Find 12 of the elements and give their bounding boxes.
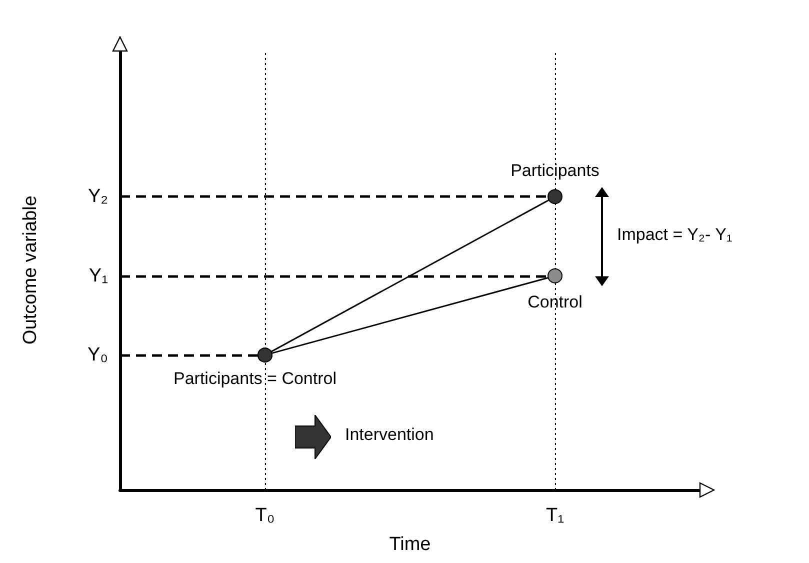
ref-line-label: Y₂ [88, 186, 108, 208]
annotation: Participants = Control [174, 369, 336, 390]
series-label: Control [528, 292, 582, 312]
y-axis-title: Outcome variable [20, 196, 41, 344]
annotation: Intervention [345, 425, 434, 445]
x-tick-label: T₁ [546, 505, 564, 526]
series-label: Participants [510, 161, 600, 180]
x-tick-label: T₀ [255, 505, 275, 526]
text: Impact = Y₂- Y₁ [617, 225, 732, 246]
ref-line-label: Y₀ [87, 344, 108, 366]
x-axis-title: Time [389, 534, 431, 555]
ref-line-label: Y₁ [88, 265, 108, 286]
